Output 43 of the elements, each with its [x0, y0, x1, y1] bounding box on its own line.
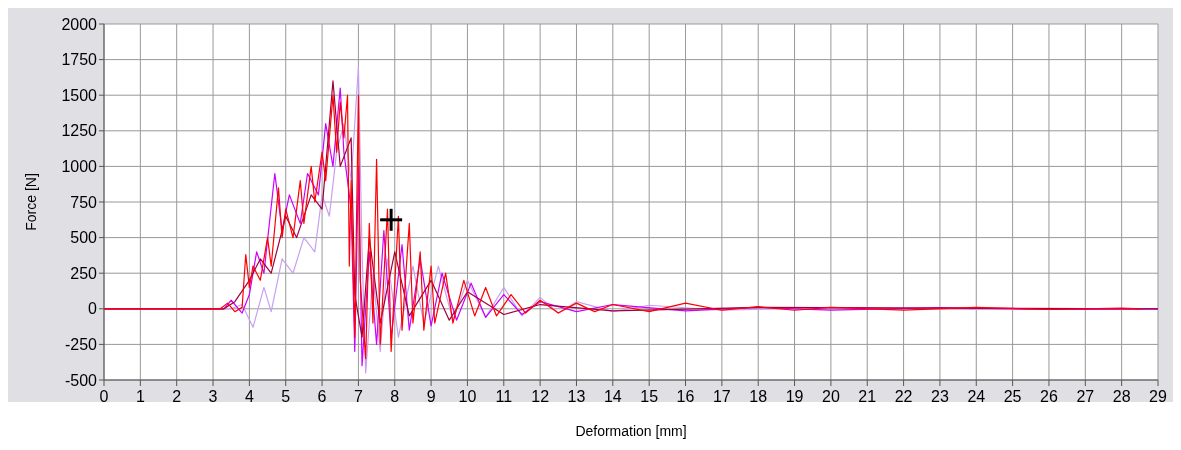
- y-tick-label: 2000: [61, 15, 98, 33]
- y-tick-label: 1500: [61, 86, 98, 104]
- x-tick-label: 27: [1076, 388, 1095, 405]
- x-tick-label: 29: [1149, 388, 1167, 405]
- y-tick-label: 250: [70, 264, 98, 282]
- x-tick-label: 26: [1040, 388, 1058, 405]
- x-tick-label: 2: [172, 388, 182, 405]
- x-tick-label: 10: [458, 388, 477, 405]
- x-tick-label: 6: [317, 388, 327, 405]
- x-tick-label: 14: [603, 388, 622, 405]
- x-tick-label: 7: [353, 388, 363, 405]
- x-tick-label: 11: [495, 388, 513, 405]
- x-tick-label: 17: [712, 388, 731, 405]
- x-tick-label: 5: [281, 388, 291, 405]
- x-tick-label: 22: [894, 388, 913, 405]
- x-tick-label: 19: [785, 388, 804, 405]
- y-axis-title: Force [N]: [23, 173, 39, 231]
- x-tick-label: 15: [640, 388, 659, 405]
- x-tick-label: 16: [676, 388, 695, 405]
- y-tick-label: -500: [64, 371, 98, 389]
- y-tick-label: 0: [88, 300, 98, 318]
- x-tick-label: 9: [426, 388, 436, 405]
- x-tick-label: 25: [1003, 388, 1022, 405]
- x-tick-label: 18: [749, 388, 768, 405]
- x-tick-label: 13: [567, 388, 586, 405]
- x-tick-label: 8: [390, 388, 400, 405]
- x-tick-label: 12: [531, 388, 550, 405]
- y-tick-label: 750: [70, 193, 98, 211]
- y-tick-label: 500: [70, 229, 98, 247]
- x-tick-label: 28: [1112, 388, 1131, 405]
- x-tick-label: 24: [967, 388, 986, 405]
- y-tick-label: 1750: [61, 51, 98, 69]
- x-tick-label: 0: [99, 388, 109, 405]
- x-axis-title: Deformation [mm]: [575, 423, 687, 439]
- x-tick-label: 21: [858, 388, 877, 405]
- x-tick-label: 4: [244, 388, 254, 405]
- x-tick-label: 23: [931, 388, 949, 405]
- y-tick-label: -250: [64, 336, 98, 353]
- y-tick-label: 1250: [61, 122, 98, 140]
- x-tick-label: 20: [822, 388, 840, 405]
- y-tick-label: 1000: [61, 158, 98, 175]
- x-tick-label: 3: [208, 388, 218, 405]
- x-tick-label: 1: [135, 388, 145, 405]
